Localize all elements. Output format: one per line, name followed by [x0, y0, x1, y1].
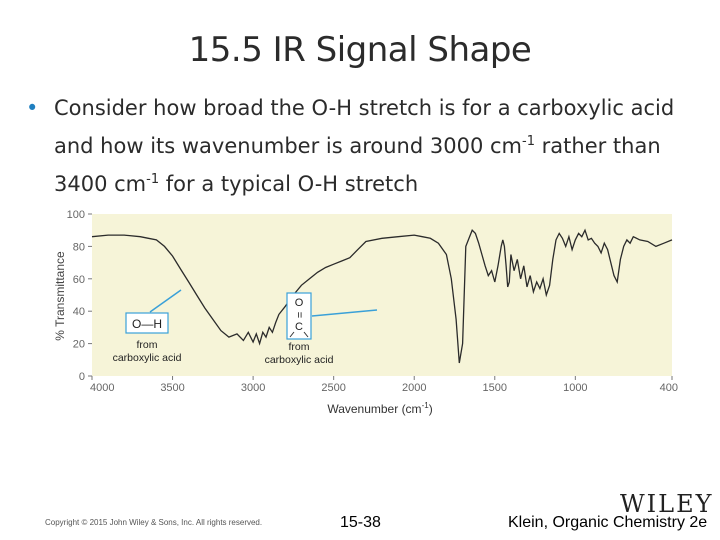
y-tick-label: 20	[73, 339, 85, 351]
y-axis-label: % Transmittance	[53, 251, 67, 341]
book-credit: Klein, Organic Chemistry 2e	[508, 514, 708, 531]
x-tick-label: 1500	[483, 382, 507, 394]
annotation-box-oh	[125, 312, 169, 334]
annotation-label-co-top: O	[295, 297, 304, 309]
y-tick-label: 0	[79, 371, 85, 383]
annotation-label-co-mid: =	[293, 312, 305, 318]
ir-spectrum-chart: 0 20 40 60 80 100 4000 3500 3000 2500 2000 1500 100…	[53, 209, 678, 416]
x-axis-label-superscript: -1	[422, 401, 430, 410]
spectrum-line	[91, 228, 673, 364]
y-tick-label: 80	[73, 241, 85, 253]
bullet-superscript-1: -1	[522, 134, 535, 149]
annotation-caption-co-1: from	[289, 341, 310, 353]
callout-line-co	[311, 309, 378, 317]
annotation-label-co-bottom: C	[295, 321, 303, 333]
x-tick-label: 3000	[241, 382, 265, 394]
y-tick-label: 100	[67, 209, 85, 221]
annotation-co: O = C from carboxylic acid	[265, 292, 378, 366]
annotation-caption-oh-2: carboxylic acid	[113, 352, 182, 364]
annotation-box-co	[286, 292, 312, 340]
slide-title: 15.5 IR Signal Shape	[188, 30, 532, 70]
x-axis-label: Wavenumber (cm-1)	[327, 401, 432, 416]
y-tick-label: 40	[73, 306, 85, 318]
callout-line-oh	[149, 289, 182, 313]
annotation-label-oh: O—H	[132, 317, 162, 331]
annotation-oh: O—H from carboxylic acid	[113, 289, 182, 364]
x-axis-label-close: )	[429, 402, 433, 416]
x-tick-label: 2000	[402, 382, 426, 394]
bullet-text-part-3: for a typical O-H stretch	[159, 172, 419, 196]
x-tick-label: 1000	[563, 382, 587, 394]
slide-number: 15-38	[340, 514, 381, 531]
bullet-text-part-2: rather than 3400 cm	[54, 134, 661, 196]
publisher-logo: WILEY	[620, 490, 714, 518]
x-tick-label: 3500	[160, 382, 184, 394]
bullet-text: Consider how broad the O-H stretch is fo…	[54, 92, 694, 201]
bullet-text-part-1: Consider how broad the O-H stretch is fo…	[54, 96, 675, 158]
bullet-superscript-2: -1	[146, 172, 160, 187]
bond-stub-icon	[289, 331, 309, 338]
x-tick-label: 400	[660, 382, 678, 394]
annotation-caption-co-2: carboxylic acid	[265, 354, 334, 366]
x-tick-label: 4000	[90, 382, 114, 394]
annotation-caption-oh-1: from	[137, 339, 158, 351]
y-tick-label: 60	[73, 274, 85, 286]
bullet-dot-icon: •	[26, 96, 39, 120]
x-axis-label-text: Wavenumber (cm	[327, 402, 421, 416]
x-tick-label: 2500	[321, 382, 345, 394]
copyright-notice: Copyright © 2015 John Wiley & Sons, Inc.…	[45, 518, 263, 527]
